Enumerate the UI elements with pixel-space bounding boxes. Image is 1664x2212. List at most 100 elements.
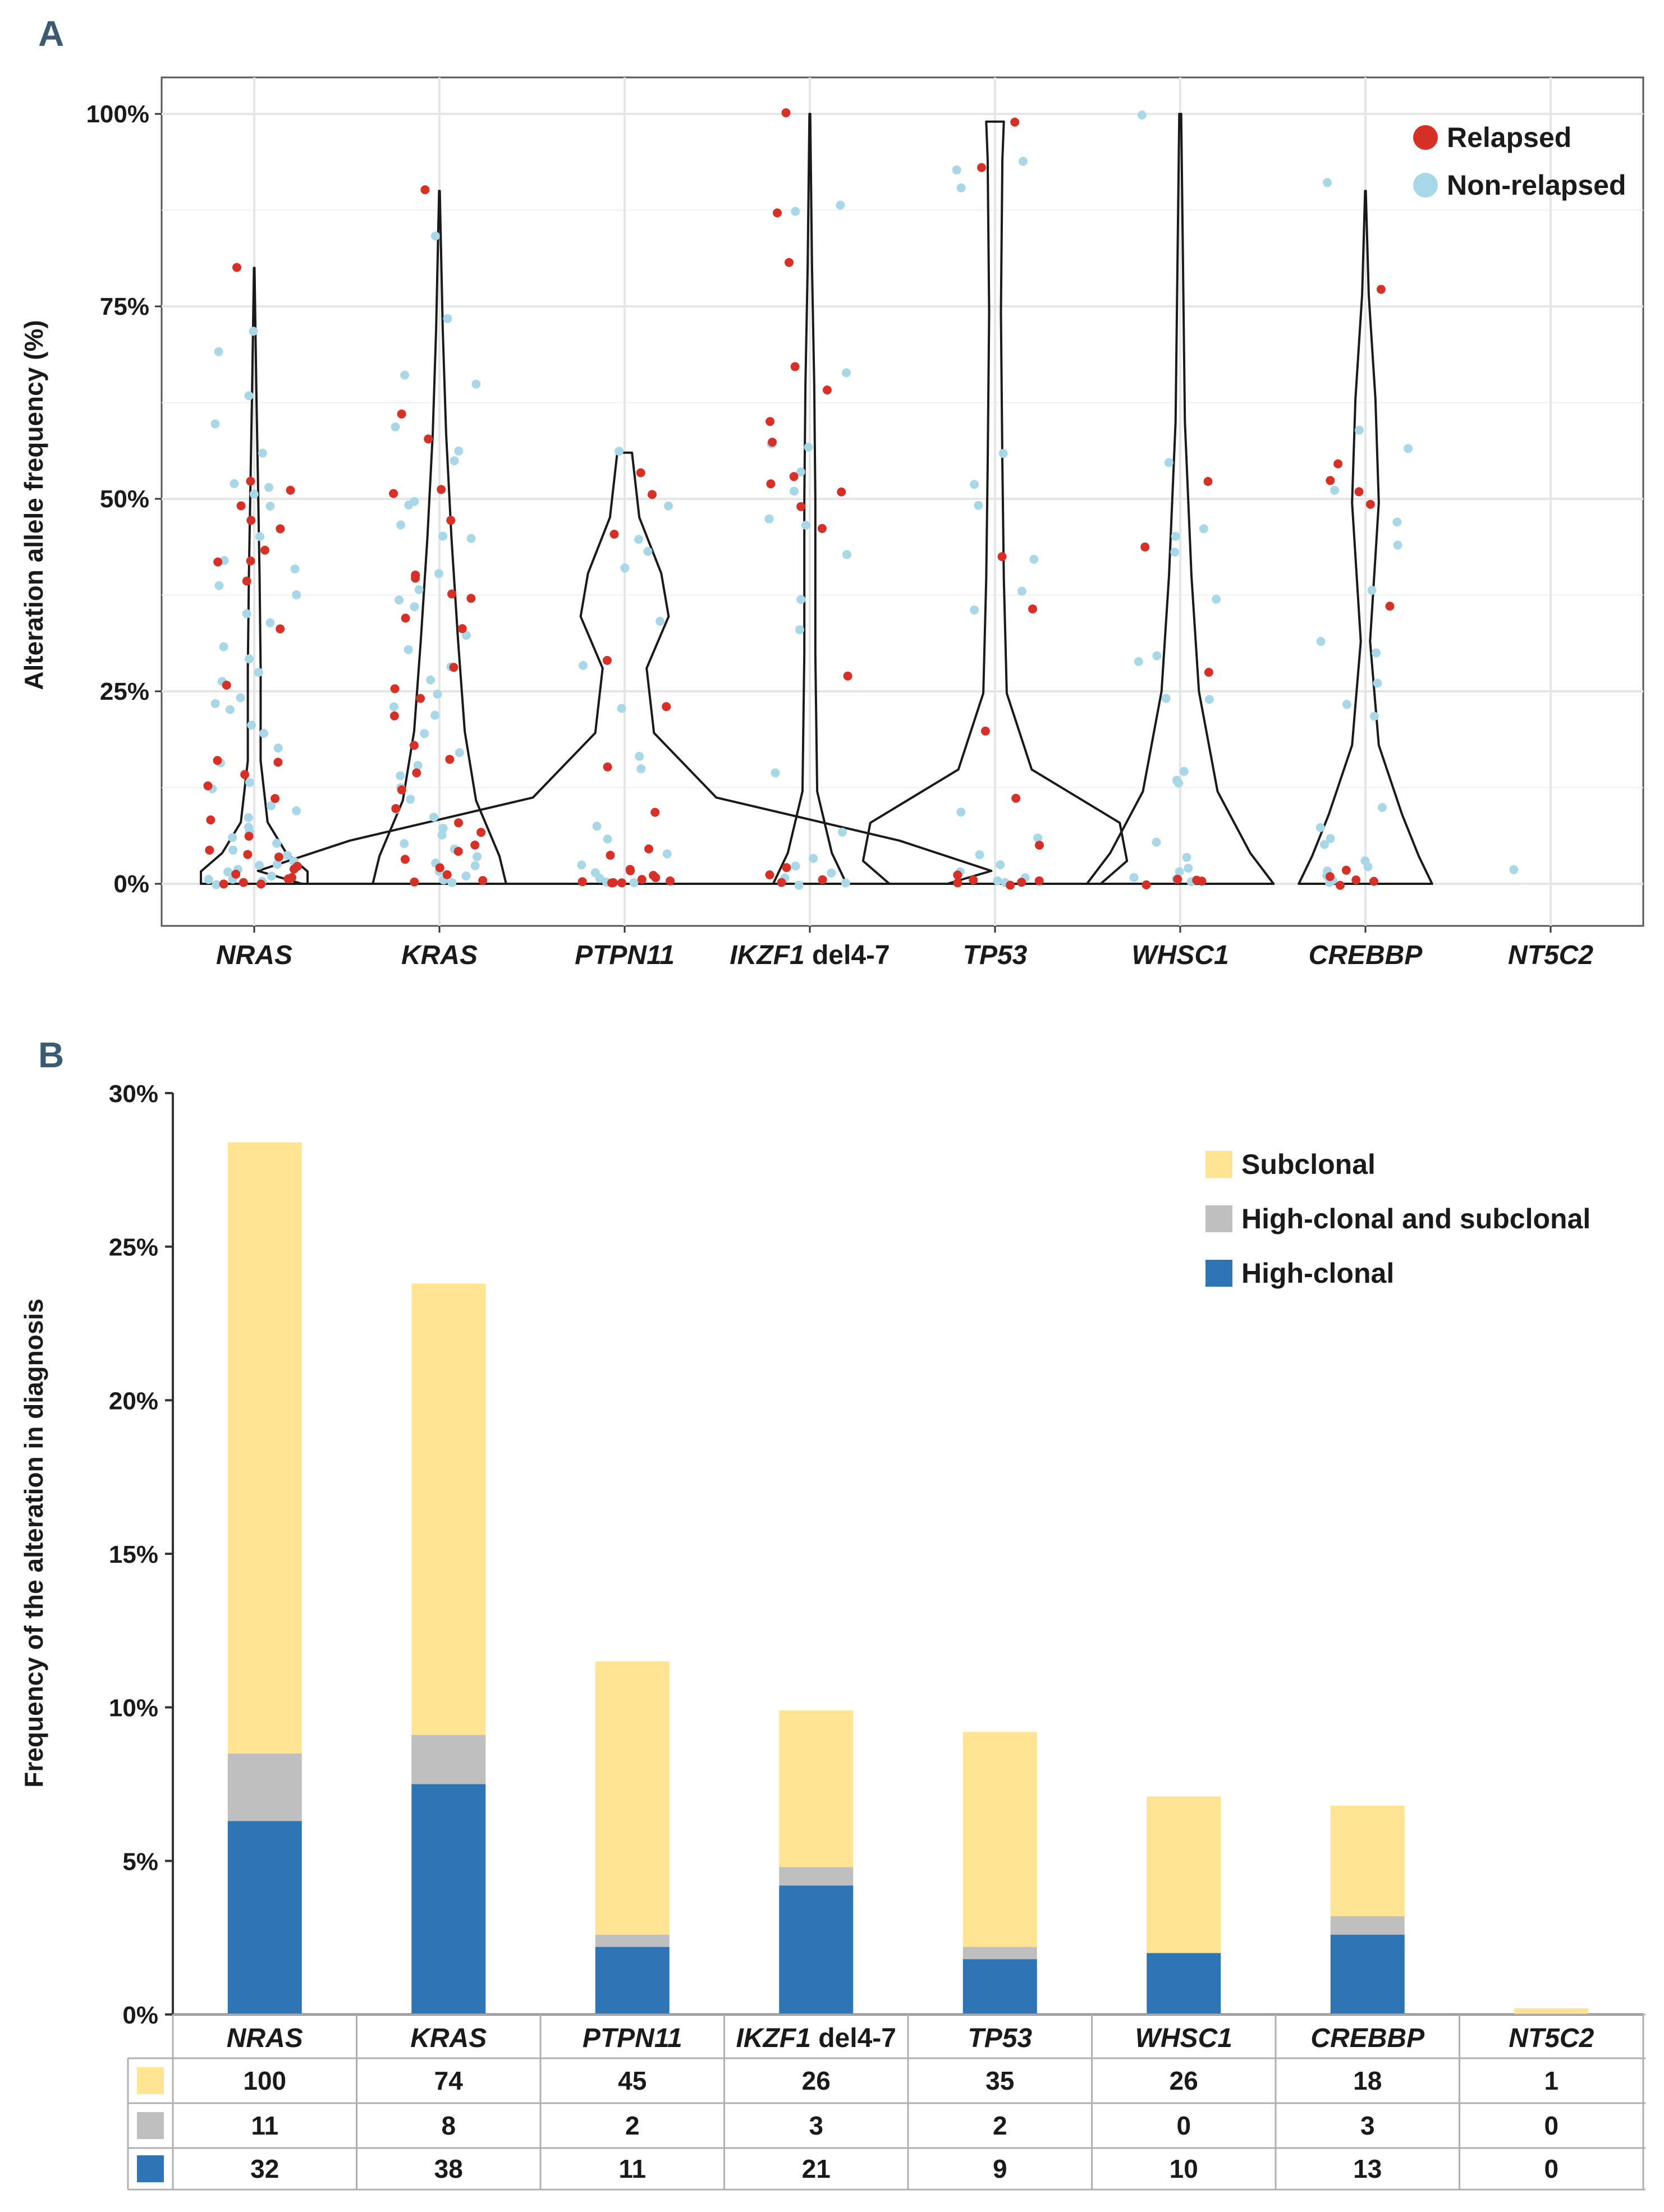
panel-a-y-ticks: 0% 25% 50% 75% 100%	[86, 100, 162, 898]
non-relapsed-point	[1174, 778, 1184, 788]
non-relapsed-point	[592, 822, 602, 831]
non-relapsed-point	[842, 550, 851, 559]
non-relapsed-point	[410, 602, 419, 612]
non-relapsed-point	[1330, 485, 1340, 495]
non-relapsed-point	[974, 501, 983, 510]
relapsed-point	[765, 870, 774, 879]
non-relapsed-point	[470, 861, 480, 870]
non-relapsed-point	[1029, 554, 1039, 564]
table-cell: 32	[250, 2154, 279, 2183]
b-legend-swatch-high-clonal	[1205, 1260, 1232, 1287]
panel-b-count-table: NRAS KRAS PTPN11 IKZF1 del4-7 TP53 WHSC1 CREBB…	[127, 2013, 1645, 2191]
bar-nras-subclonal	[227, 1142, 302, 1754]
non-relapsed-point	[791, 861, 800, 871]
relapsed-point	[1010, 117, 1020, 127]
relapsed-point	[1006, 880, 1015, 890]
non-relapsed-point	[790, 487, 799, 496]
non-relapsed-point	[1161, 694, 1171, 703]
non-relapsed-point	[283, 851, 292, 860]
non-relapsed-point	[1319, 839, 1329, 849]
relapsed-point	[389, 711, 399, 720]
relapsed-point	[246, 516, 256, 525]
table-cell: 35	[985, 2066, 1014, 2095]
relapsed-point	[765, 417, 775, 426]
table-cell: 2	[625, 2111, 640, 2140]
b-y-tick-label: 15%	[109, 1541, 158, 1568]
panel-b-bars	[227, 1142, 1589, 2014]
non-relapsed-point	[1212, 594, 1221, 604]
relapsed-point	[980, 726, 990, 736]
non-relapsed-point	[391, 422, 400, 432]
relapsed-point	[636, 468, 645, 478]
table-header-whsc1-gene: WHSC1	[1135, 2023, 1232, 2053]
relapsed-point	[1203, 477, 1213, 486]
non-relapsed-point	[1171, 531, 1180, 541]
non-relapsed-point	[952, 165, 961, 175]
b-legend-swatch-subclonal	[1205, 1151, 1232, 1178]
relapsed-point	[644, 844, 653, 853]
relapsed-point	[242, 576, 251, 586]
relapsed-point	[411, 573, 420, 583]
table-header-nt5c2-gene: NT5C2	[1509, 2023, 1594, 2053]
relapsed-point	[1341, 865, 1351, 875]
non-relapsed-point	[615, 447, 624, 456]
relapsed-point	[476, 828, 486, 837]
relapsed-point	[1354, 487, 1364, 497]
table-header-nras: NRAS	[227, 2023, 303, 2053]
non-relapsed-point	[1179, 767, 1189, 776]
table-header-tp53: TP53	[968, 2023, 1032, 2053]
non-relapsed-point	[255, 532, 264, 541]
relapsed-point	[449, 663, 459, 672]
b-y-tick-label: 5%	[122, 1848, 158, 1875]
relapsed-point	[1351, 875, 1361, 885]
non-relapsed-point	[429, 813, 438, 822]
non-relapsed-point	[1137, 111, 1147, 120]
b-y-tick-label: 0%	[122, 2002, 158, 2029]
non-relapsed-point	[396, 520, 405, 530]
relapsed-point	[1034, 876, 1044, 885]
non-relapsed-point	[228, 845, 238, 855]
panel-a-label: A	[38, 13, 64, 54]
b-legend-label-high-clonal: High-clonal	[1241, 1258, 1394, 1289]
relapsed-point	[240, 770, 250, 779]
a-y-tick-label: 75%	[100, 293, 149, 320]
relapsed-point	[397, 785, 406, 795]
non-relapsed-point	[204, 875, 213, 884]
non-relapsed-point	[1372, 648, 1381, 658]
non-relapsed-point	[265, 502, 275, 511]
panel-a-legend: Relapsed Non-relapsed	[1413, 122, 1626, 201]
non-relapsed-point	[223, 867, 232, 876]
table-cell: 21	[802, 2154, 831, 2183]
non-relapsed-point	[430, 231, 440, 241]
relapsed-point	[437, 485, 446, 494]
non-relapsed-point	[1393, 540, 1402, 550]
relapsed-point	[1173, 875, 1182, 884]
non-relapsed-point	[837, 828, 847, 837]
non-relapsed-point	[437, 830, 447, 840]
panel-a-points	[203, 108, 1519, 890]
non-relapsed-point	[1164, 458, 1173, 467]
non-relapsed-point	[272, 860, 282, 869]
non-relapsed-point	[1017, 586, 1026, 596]
non-relapsed-point	[771, 768, 780, 778]
non-relapsed-point	[577, 860, 586, 870]
non-relapsed-point	[214, 581, 224, 590]
panel-a-y-axis-title: Alteration allele frequency (%)	[19, 320, 48, 690]
relapsed-point	[662, 702, 671, 712]
table-cell: 10	[1170, 2154, 1198, 2183]
relapsed-point	[1197, 876, 1207, 886]
relapsed-point	[977, 163, 986, 172]
relapsed-point	[410, 877, 419, 887]
table-header-ptpn11: PTPN11	[583, 2023, 682, 2053]
relapsed-point	[435, 863, 444, 873]
relapsed-point	[286, 485, 295, 495]
b-legend-swatch-high-clonal-and-subclonal	[1205, 1205, 1232, 1232]
relapsed-point	[276, 524, 285, 534]
violin-whsc1	[1085, 113, 1275, 885]
non-relapsed-point	[809, 853, 818, 863]
relapsed-point	[817, 524, 827, 533]
relapsed-point	[420, 185, 430, 195]
a-x-tick-label: IKZF1 del4-7	[730, 940, 890, 970]
non-relapsed-point	[629, 878, 639, 887]
relapsed-point	[626, 866, 635, 875]
